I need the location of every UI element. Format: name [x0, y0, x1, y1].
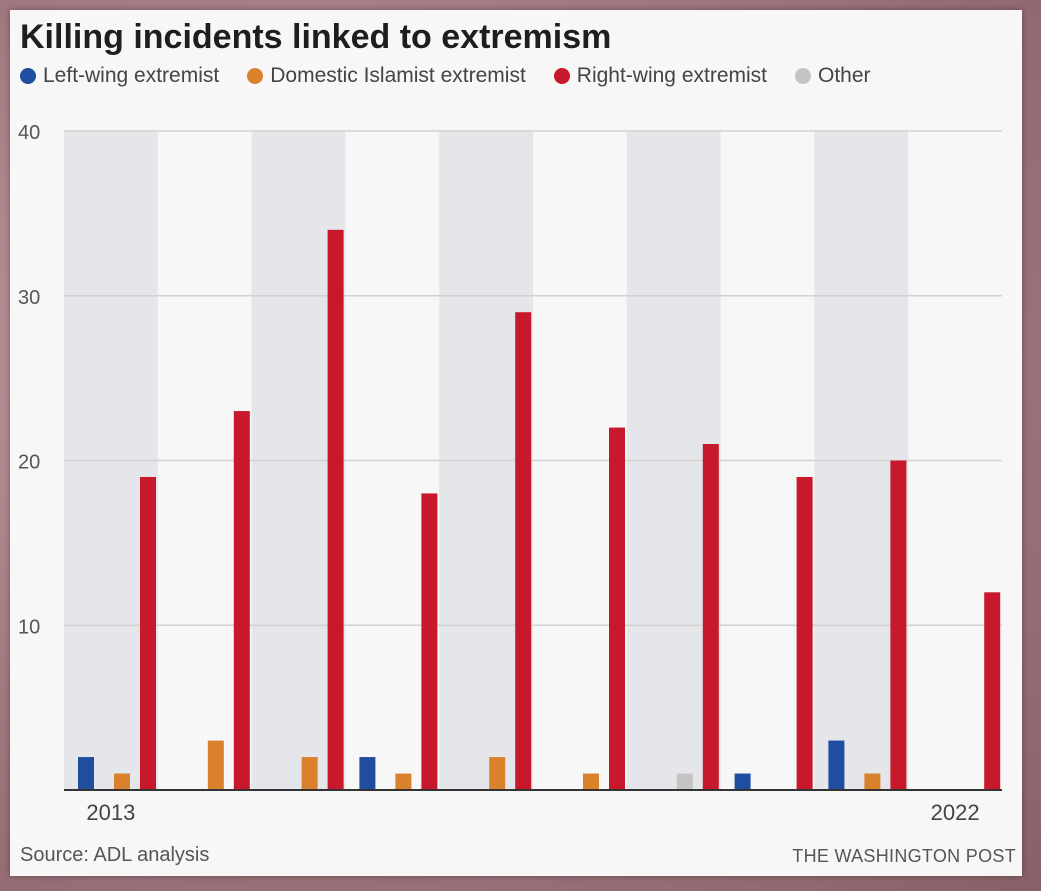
bar — [359, 757, 376, 790]
bar — [609, 427, 625, 790]
bar — [583, 773, 599, 790]
chart-title: Killing incidents linked to extremism — [20, 18, 612, 56]
bar — [984, 592, 1001, 790]
bar — [114, 773, 130, 790]
bar — [233, 411, 250, 790]
y-tick-label: 10 — [18, 616, 40, 638]
legend-label: Right-wing extremist — [576, 64, 768, 87]
bar — [489, 757, 506, 790]
publisher-credit: THE WASHINGTON POST — [792, 846, 1016, 866]
chart-card: Killing incidents linked to extremism Le… — [10, 10, 1022, 876]
bar — [301, 757, 318, 790]
x-tick-label: 2013 — [86, 800, 135, 825]
bar — [890, 460, 907, 790]
bar — [327, 229, 344, 791]
legend-item-right-wing: Right-wing extremist — [553, 64, 768, 88]
legend-swatch — [20, 68, 36, 84]
bar — [734, 773, 751, 790]
legend-label: Left-wing extremist — [43, 64, 220, 87]
legend-label: Domestic Islamist extremist — [270, 64, 526, 87]
legend-item-islamist: Domestic Islamist extremist — [247, 64, 526, 88]
source-note: Source: ADL analysis — [20, 844, 210, 866]
y-tick-label: 20 — [18, 452, 40, 474]
bar — [140, 476, 156, 790]
legend: Left-wing extremist Domestic Islamist ex… — [20, 64, 871, 88]
legend-swatch — [553, 68, 570, 84]
legend-swatch — [795, 68, 812, 84]
bar — [796, 476, 813, 790]
bar — [395, 773, 412, 790]
legend-swatch — [247, 68, 264, 84]
legend-label: Other — [818, 64, 871, 87]
bar — [676, 773, 693, 790]
bar — [864, 773, 881, 790]
legend-item-left-wing: Left-wing extremist — [20, 64, 219, 88]
bar — [78, 757, 94, 790]
legend-item-other: Other — [795, 64, 871, 88]
bar — [421, 493, 438, 790]
bar — [515, 312, 532, 790]
bar — [207, 740, 224, 790]
x-tick-label: 2022 — [931, 800, 980, 825]
bar-chart: 10 20 30 40 2013 2022 — [18, 122, 1002, 825]
bar — [828, 740, 845, 790]
y-tick-label: 40 — [18, 122, 40, 144]
y-tick-label: 30 — [18, 287, 40, 309]
bar — [702, 444, 719, 790]
